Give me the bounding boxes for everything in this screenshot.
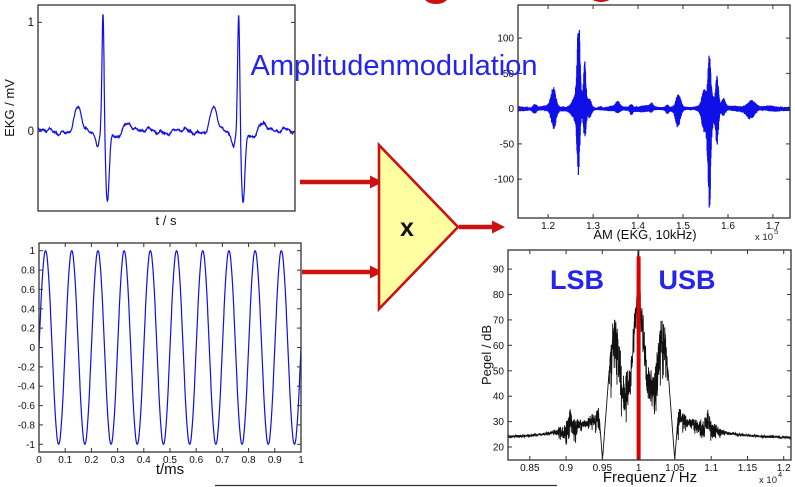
ekg-plot: 10	[28, 4, 296, 212]
spectrum-xlabel: Frequenz / Hz	[603, 469, 697, 486]
spectrum-x-scale: x 10	[759, 475, 777, 486]
spectrum-ytick-label: 90	[493, 265, 505, 276]
carrier-xtick-label: 1	[298, 455, 304, 466]
am-ytick-label: 0	[508, 104, 514, 115]
am-ytick-label: -100	[494, 175, 514, 186]
carrier-ytick-label: -0.8	[18, 420, 36, 431]
ekg-xlabel: t / s	[156, 213, 177, 228]
carrier-ytick-label: -0.4	[18, 382, 36, 393]
am-signal-path	[518, 29, 790, 208]
carrier-ytick-label: -0.2	[18, 362, 36, 373]
am-x-scale: x 10	[755, 232, 773, 243]
am-xtick-label: 1.2	[541, 221, 555, 232]
multiplier-triangle	[377, 141, 460, 313]
arrow-ekg-to-multiplier	[300, 175, 383, 189]
arrow-head-icon	[370, 175, 383, 189]
top-text-fragment-left	[425, 0, 447, 4]
carrier-xtick-label: 0	[36, 455, 42, 466]
carrier-signal-path	[39, 250, 301, 445]
carrier-xtick-label: 0.5	[163, 455, 177, 466]
am-xtick-label: 1.6	[721, 221, 735, 232]
spectrum-xtick-label: 1	[636, 463, 642, 474]
am-xtick-label: 1.3	[586, 221, 600, 232]
carrier-xtick-label: 0.9	[268, 455, 282, 466]
carrier-xtick-label: 0.1	[58, 455, 72, 466]
ekg-ylabel: EKG / mV	[2, 79, 17, 137]
am-ytick-label: 50	[503, 69, 515, 80]
carrier-xlabel: t/ms	[156, 461, 184, 478]
am-xtick-label: 1.5	[676, 221, 690, 232]
carrier-ytick-label: -0.6	[18, 401, 36, 412]
spectrum-signal-path	[508, 250, 791, 460]
spectrum-xtick-label: 1.2	[777, 463, 791, 474]
ekg-ytick-label: 0	[28, 126, 34, 138]
ekg-signal-path	[38, 14, 295, 203]
am-xtick-label: 1.4	[631, 221, 645, 232]
spectrum-ytick-label: 30	[493, 417, 505, 428]
carrier-ytick-label: 0	[29, 343, 35, 354]
page-title: Amplitudenmodulation	[251, 50, 538, 82]
ekg-plot-area	[38, 5, 295, 211]
carrier-xtick-label: 0.3	[111, 455, 125, 466]
spectrum-ytick-label: 70	[493, 315, 505, 326]
spectrum-frame	[507, 249, 792, 461]
spectrum-xtick-label: 1.15	[738, 463, 758, 474]
multiplier-label: x	[400, 214, 414, 242]
am-frame	[517, 4, 791, 219]
carrier-xtick-label: 0.6	[189, 455, 203, 466]
lsb-label: LSB	[550, 265, 604, 295]
carrier-ytick-label: 0.4	[21, 304, 35, 315]
am-xlabel: AM (EKG, 10kHz)	[593, 227, 696, 242]
spectrum-ytick-label: 60	[493, 341, 505, 352]
carrier-ytick-label: 0.8	[21, 266, 35, 277]
spectrum-xtick-label: 0.95	[593, 463, 613, 474]
spectrum-xtick-label: 1.1	[704, 463, 718, 474]
spectrum-plot: 90 80 70 60 50 40 30 20 0.85 0.9 0.95 1 1.05 1.1 1.15 1…	[493, 249, 792, 474]
carrier-ytick-label: -1	[26, 440, 35, 451]
spectrum-ytick-label: 20	[493, 443, 505, 454]
spectrum-ytick-label: 40	[493, 392, 505, 403]
spectrum-plot-area	[508, 250, 791, 460]
carrier-xtick-label: 0.2	[84, 455, 98, 466]
carrier-xtick-label: 0.4	[137, 455, 151, 466]
am-x-scale-exponent: 5	[774, 227, 778, 236]
spectrum-x-scale-exponent: 4	[778, 470, 782, 479]
spectrum-xtick-label: 0.85	[520, 463, 540, 474]
top-text-fragment-right	[592, 0, 610, 2]
ekg-ytick-label: 1	[28, 17, 34, 29]
carrier-xtick-label: 0.8	[242, 455, 256, 466]
am-plot: 100 50 0 -50 -100 1.2 1.3 1.4 1.5 1.6 1.7	[494, 4, 791, 232]
carrier-ytick-label: 1	[29, 246, 35, 257]
carrier-plot: 10.80.60.40.20-0.2-0.4-0.6-0.8-10 0.1 0.2 0…	[18, 242, 304, 466]
arrow-head-icon	[492, 220, 505, 234]
spectrum-ytick-label: 50	[493, 366, 505, 377]
ekg-frame	[37, 4, 296, 212]
arrow-multiplier-output	[459, 220, 505, 234]
spectrum-ylabel: Pegel / dB	[479, 325, 494, 385]
spectrum-xtick-label: 0.9	[559, 463, 573, 474]
carrier-ytick-label: 0.6	[21, 285, 35, 296]
usb-label: USB	[658, 265, 715, 295]
am-ytick-label: 100	[497, 34, 514, 45]
carrier-ytick-label: 0.2	[21, 324, 35, 335]
am-ytick-label: -50	[500, 139, 515, 150]
carrier-xtick-label: 0.7	[215, 455, 229, 466]
spectrum-ytick-label: 80	[493, 290, 505, 301]
am-xtick-label: 1.7	[766, 221, 780, 232]
spectrum-xtick-label: 1.05	[665, 463, 685, 474]
arrow-carrier-to-multiplier	[302, 265, 383, 279]
arrow-head-icon	[370, 265, 383, 279]
